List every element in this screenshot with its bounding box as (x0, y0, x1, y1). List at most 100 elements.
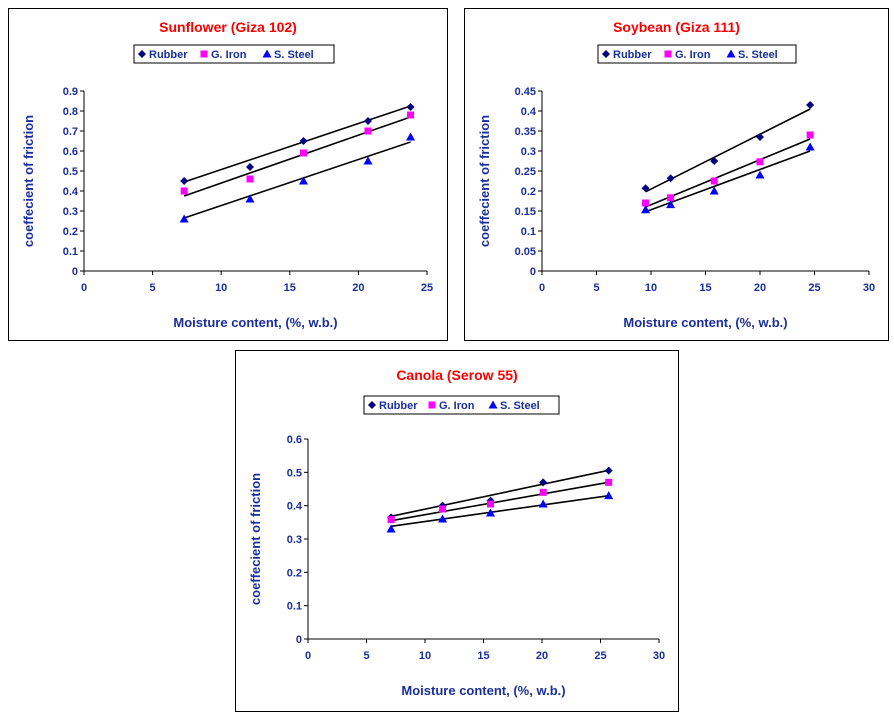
y-tick-label: 0.1 (521, 226, 536, 238)
x-tick-label: 10 (419, 650, 431, 662)
data-point-rubber (806, 101, 815, 109)
data-point-steel (299, 176, 309, 185)
data-point-steel (406, 132, 416, 141)
legend-box (597, 44, 797, 64)
trendline-iron (183, 116, 411, 197)
chart-panel-canola: Canola (Serow 55) Rubber G. Iron S. Steel 0 0… (235, 350, 679, 712)
data-point-steel (709, 186, 719, 195)
x-tick-label: 5 (363, 650, 369, 662)
data-point-iron (246, 175, 254, 183)
y-axis-title: coeffecient of friction (477, 115, 492, 247)
x-tick-label: 25 (808, 282, 820, 294)
data-point-rubber (710, 157, 719, 165)
data-point-steel (386, 524, 396, 533)
data-point-steel (666, 200, 676, 209)
x-tick-label: 30 (653, 650, 665, 662)
x-tick-label: 15 (477, 650, 489, 662)
y-tick-label: 0 (72, 266, 78, 278)
legend-box (133, 44, 335, 64)
y-tick-label: 0.1 (287, 601, 302, 613)
data-point-rubber (299, 137, 308, 145)
y-tick-label: 0.45 (515, 86, 536, 98)
x-tick-label: 25 (421, 282, 433, 294)
legend-marker-iron (200, 50, 208, 58)
data-point-iron (642, 199, 650, 207)
y-tick-label: 0.2 (63, 226, 78, 238)
x-axis-title: Moisture content, (%, w.b.) (401, 683, 565, 698)
x-tick-label: 0 (305, 650, 311, 662)
y-tick-label: 0.2 (521, 186, 536, 198)
data-point-iron (539, 488, 547, 496)
x-tick-label: 5 (150, 282, 156, 294)
data-point-iron (806, 131, 814, 139)
y-tick-label: 0.5 (287, 467, 302, 479)
x-tick-label: 5 (593, 282, 599, 294)
data-point-steel (805, 142, 815, 151)
y-tick-label: 0.05 (515, 246, 536, 258)
x-tick-label: 25 (594, 650, 606, 662)
y-axis-title: coeffecient of friction (248, 473, 263, 605)
data-point-steel (538, 499, 548, 508)
legend-label-iron: G. Iron (675, 49, 711, 61)
x-tick-label: 20 (754, 282, 766, 294)
data-point-rubber (246, 163, 255, 171)
x-tick-label: 0 (539, 282, 545, 294)
chart-sunflower: Sunflower (Giza 102) Rubber G. Iron S. Stee… (21, 19, 433, 330)
y-tick-label: 0.35 (515, 126, 536, 138)
x-tick-label: 0 (81, 282, 87, 294)
y-tick-label: 0.6 (287, 434, 302, 446)
y-tick-label: 0.7 (63, 126, 78, 138)
data-point-steel (604, 491, 614, 500)
data-point-rubber (666, 174, 675, 183)
legend-label-rubber: Rubber (379, 400, 418, 412)
legend-marker-rubber (138, 50, 146, 58)
legend-marker-rubber (368, 401, 376, 409)
data-point-steel (179, 214, 189, 223)
chart-panel-sunflower: Sunflower (Giza 102) Rubber G. Iron S. Stee… (8, 8, 448, 341)
trendline-rubber (390, 469, 609, 518)
y-tick-label: 0.6 (63, 146, 78, 158)
y-tick-label: 0 (530, 266, 536, 278)
trendline-rubber (183, 105, 411, 183)
chart-title: Sunflower (Giza 102) (159, 19, 297, 35)
legend-label-iron: G. Iron (439, 400, 475, 412)
data-point-steel (755, 170, 765, 179)
trendline-steel (390, 494, 609, 528)
y-tick-label: 0.1 (63, 246, 78, 258)
legend: Rubber G. Iron S. Steel (597, 44, 797, 64)
data-point-iron (407, 111, 415, 119)
trendline-steel (645, 150, 811, 213)
y-tick-label: 0.8 (63, 106, 78, 118)
x-tick-label: 20 (352, 282, 364, 294)
y-axis-title: coeffecient of friction (21, 115, 36, 247)
data-point-iron (756, 158, 764, 166)
data-point-rubber (604, 466, 613, 475)
legend-box (363, 395, 560, 415)
data-point-steel (486, 508, 496, 517)
chart-title: Soybean (Giza 111) (613, 19, 740, 35)
data-point-iron (439, 505, 447, 513)
x-tick-label: 10 (645, 282, 657, 294)
trendline-iron (390, 481, 609, 522)
y-tick-label: 0.4 (63, 186, 79, 198)
legend: Rubber G. Iron S. Steel (133, 44, 335, 64)
data-point-iron (300, 149, 308, 157)
data-point-iron (710, 177, 718, 185)
legend-marker-steel (488, 400, 498, 409)
x-tick-label: 20 (536, 650, 548, 662)
x-tick-label: 10 (215, 282, 227, 294)
x-axis-title: Moisture content, (%, w.b.) (173, 315, 337, 330)
legend-label-steel: S. Steel (274, 49, 314, 61)
legend-label-steel: S. Steel (738, 49, 778, 61)
data-point-iron (180, 187, 188, 195)
legend-label-rubber: Rubber (149, 49, 188, 61)
x-tick-label: 15 (699, 282, 711, 294)
x-tick-label: 15 (284, 282, 296, 294)
chart-title: Canola (Serow 55) (396, 367, 517, 383)
legend-label-iron: G. Iron (211, 49, 247, 61)
data-point-rubber (180, 177, 189, 185)
legend-marker-steel (726, 49, 736, 58)
data-point-steel (245, 194, 255, 203)
data-point-iron (387, 516, 395, 524)
data-point-rubber (641, 184, 650, 193)
